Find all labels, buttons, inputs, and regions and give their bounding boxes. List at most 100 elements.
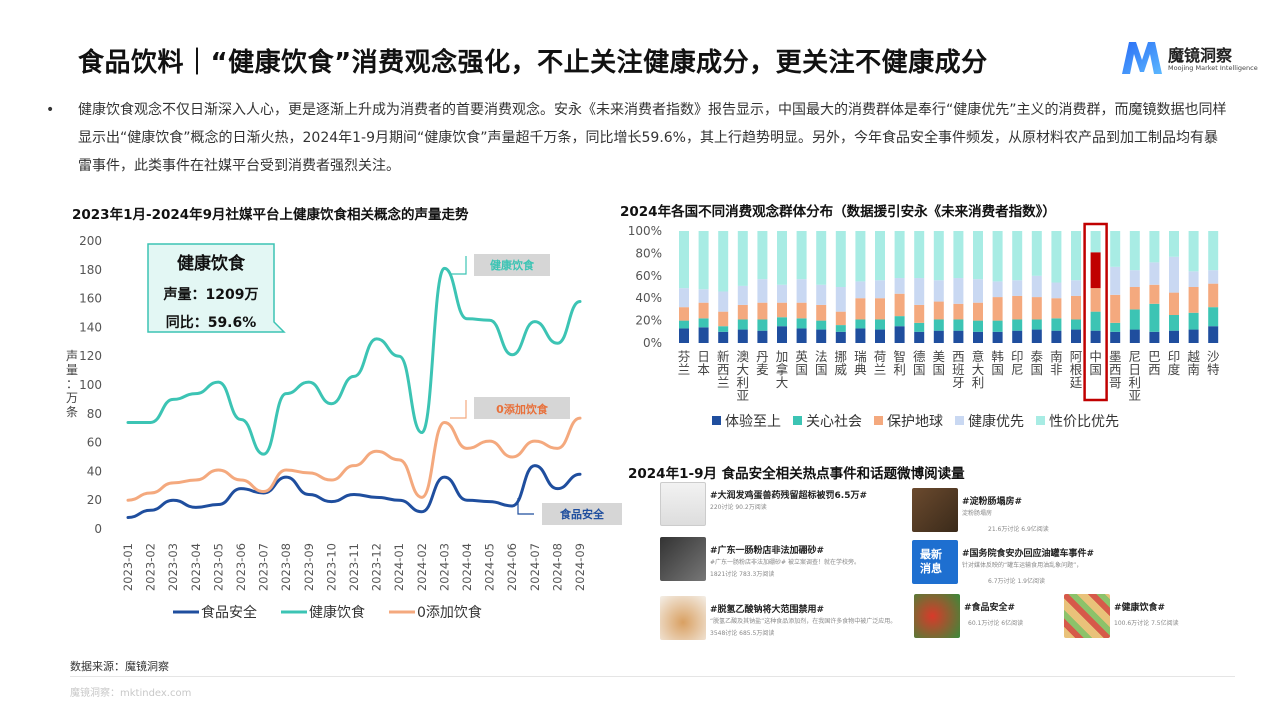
bar-segment (992, 231, 1003, 282)
news-item[interactable]: #大润发鸡蛋兽药残留超标被罚6.5万# 220讨论 90.2万阅读 (660, 482, 867, 528)
legend-label: 健康优先 (968, 413, 1024, 430)
news-item[interactable]: #食品安全# 60.1万讨论 6亿阅读 (914, 594, 1114, 640)
x-tick-label: 国 (913, 362, 926, 377)
x-tick-label: 麦 (756, 362, 769, 377)
line-chart: 0 20 40 60 80 100 120 140 160 180 200 2023-01 2023-… (66, 234, 622, 621)
bar-segment (1012, 295, 1023, 320)
bar-segment (835, 331, 846, 343)
news-item-title: #健康饮食# (1114, 603, 1166, 613)
bar-segment (737, 231, 748, 286)
news-thumb (912, 540, 958, 584)
bar-segment (796, 318, 807, 329)
news-thumb (912, 488, 958, 532)
bar-segment (933, 330, 944, 343)
x-tick-label: 尼 (1011, 362, 1024, 377)
bar-segment (698, 327, 709, 343)
x-tick-label: 拿 (776, 362, 789, 377)
bar-segment (953, 303, 964, 320)
news-item[interactable]: #淀粉肠塌房# 淀粉肠塌房 21.6万讨论 6.9亿阅读 (912, 488, 1112, 534)
bar-segment (1129, 231, 1140, 271)
news-item[interactable]: 最新 消息 #国务院食安办回应油罐车事件# 针对媒体反映的“罐车运输食用油乱象问… (912, 540, 1112, 586)
x-tick-label: 法 (815, 349, 828, 364)
bar-segment (1031, 297, 1042, 320)
news-item-stats: 100.6万讨论 7.5亿阅读 (1114, 620, 1179, 627)
bar-segment (1071, 231, 1081, 281)
x-tick-label: 特 (1207, 362, 1220, 377)
bar-segment (914, 231, 925, 279)
bar-segment (1149, 231, 1160, 263)
news-item-snippet: 针对媒体反映的“罐车运输食用油乱象问题”， (962, 562, 1083, 569)
x-tick-label: 印 (1011, 349, 1024, 364)
x-tick-label: 亚 (737, 388, 750, 403)
bar-segment (737, 304, 748, 320)
news-item-stats: 1821讨论 783.3万阅读 (710, 571, 775, 578)
bar-segment (1031, 275, 1042, 298)
bar-segment (718, 291, 729, 312)
x-tick-label: 2023-09 (302, 543, 316, 591)
bar-segment (757, 319, 768, 331)
x-tick-label: 2024-04 (460, 543, 474, 591)
news-item-title: #国务院食安办回应油罐车事件# (962, 549, 1095, 559)
logo-m-icon (1122, 42, 1162, 74)
bar-segment (992, 281, 1003, 298)
bar-segment (757, 279, 768, 303)
x-tick-label: 澳 (737, 349, 750, 364)
bar-segment (757, 302, 768, 320)
news-item[interactable]: #广东一肠粉店非法加硼砂# #广东一肠粉店非法加硼砂# 被立案调查！就在学校旁。… (660, 537, 860, 583)
bar-segment (1071, 280, 1081, 296)
y-tick-label: 180 (79, 263, 102, 277)
news-thumb (914, 594, 960, 638)
bar-segment (1188, 312, 1199, 330)
x-tick-label: 根 (1070, 362, 1083, 377)
highlight-box (1083, 222, 1108, 402)
legend-swatch (874, 416, 883, 425)
bar-segment (875, 231, 885, 281)
bar-segment (933, 280, 944, 302)
y-tick-label: 200 (79, 234, 102, 248)
badge-line: 最新 (920, 548, 942, 561)
bar-segment (933, 319, 944, 331)
y-tick-label: 60 (87, 436, 102, 450)
bar-segment (698, 231, 709, 290)
bar-segment (894, 278, 905, 294)
x-tick-label: 班 (952, 362, 965, 377)
bar-segment (816, 231, 827, 285)
x-tick-label: 2023-10 (324, 543, 338, 591)
x-tick-label: 日 (1129, 362, 1142, 377)
x-tick-label: 荷 (874, 349, 887, 364)
bar-segment (1129, 270, 1140, 287)
bar-segment (914, 322, 925, 332)
svg-text:0添加饮食: 0添加饮食 (496, 402, 549, 416)
bar-segment (1149, 262, 1160, 285)
data-source: 数据来源：魔镜洞察 (70, 660, 169, 673)
bar-segment (777, 326, 787, 343)
x-tick-label: 沙 (1207, 349, 1220, 364)
bar-segment (1090, 231, 1101, 253)
bar-segment (796, 231, 807, 280)
bar-segment (1012, 231, 1023, 281)
bar-segment (1051, 318, 1062, 331)
y-tick-label: 120 (79, 349, 102, 363)
x-tick-label: 牙 (952, 375, 965, 390)
x-tick-label: 2024-01 (392, 543, 406, 591)
bar-segment (894, 316, 905, 327)
y-tick-label: 40% (635, 291, 662, 305)
bar-segment (1090, 288, 1101, 312)
x-tick-label: 本 (697, 362, 710, 377)
news-item[interactable]: #健康饮食# 100.6万讨论 7.5亿阅读 (1064, 594, 1264, 640)
bar-segment (953, 330, 964, 343)
x-tick-label: 典 (854, 362, 867, 377)
news-item[interactable]: #脱氢乙酸钠将大范围禁用# “脱氢乙酸及其钠盐”这种食品添加剂，在我国许多食物中… (660, 596, 896, 642)
x-tick-label: 2023-02 (144, 543, 158, 591)
news-thumb (660, 537, 706, 581)
x-tick-label: 2024-09 (573, 543, 587, 591)
bar-segment (737, 319, 748, 330)
footer-site: 魔镜洞察：mktindex.com (70, 688, 192, 699)
x-tick-label: 2023-01 (121, 543, 135, 591)
callout-box: 健康饮食 声量：1209万 同比：59.6% (147, 243, 286, 333)
legend-label: 性价比优先 (1049, 414, 1119, 430)
x-tick-label: 2024-05 (483, 543, 497, 591)
x-tick-label: 美 (933, 349, 946, 364)
series-line-0添加饮食 (126, 416, 582, 502)
bar-segment (1208, 326, 1219, 343)
